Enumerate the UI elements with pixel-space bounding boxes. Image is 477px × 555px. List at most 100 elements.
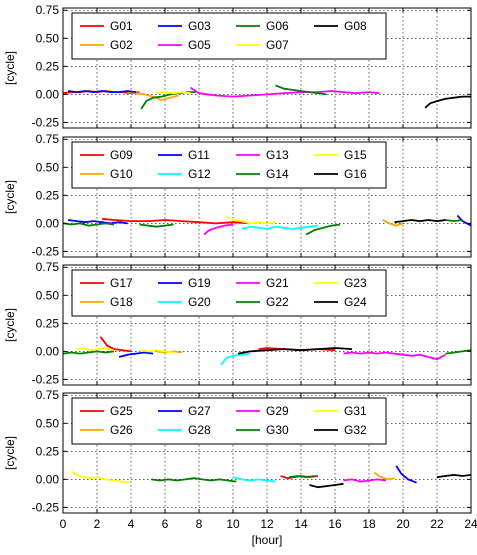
legend-label-g25: G25 bbox=[110, 404, 133, 418]
legend-label-g09: G09 bbox=[110, 148, 133, 162]
x-axis-label: [hour] bbox=[252, 533, 283, 547]
x-tick-label: 12 bbox=[260, 517, 274, 531]
y-tick-label: -0.25 bbox=[32, 244, 60, 258]
legend-box bbox=[71, 269, 387, 317]
series-line-g07 bbox=[156, 91, 191, 95]
series-line-g15 bbox=[225, 215, 276, 225]
series-line-g21 bbox=[343, 351, 446, 361]
y-tick-label: 0.75 bbox=[36, 132, 60, 146]
y-tick-label: -0.25 bbox=[32, 372, 60, 386]
x-tick-label: 14 bbox=[294, 517, 308, 531]
legend-label-g08: G08 bbox=[344, 19, 367, 33]
y-tick-label: 0.25 bbox=[36, 444, 60, 458]
x-tick-label: 8 bbox=[196, 517, 203, 531]
series-line-g24 bbox=[237, 347, 353, 355]
x-tick-label: 18 bbox=[362, 517, 376, 531]
series-line-g09 bbox=[102, 218, 251, 225]
legend-label-g14: G14 bbox=[266, 167, 289, 181]
legend-label-g01: G01 bbox=[110, 19, 133, 33]
legend-label-g13: G13 bbox=[266, 148, 289, 162]
series-line-g17 bbox=[99, 336, 336, 353]
x-tick-label: 4 bbox=[128, 517, 135, 531]
series-line-g27 bbox=[395, 465, 417, 484]
series-line-g31 bbox=[71, 470, 130, 484]
y-tick-label: 0.00 bbox=[36, 472, 60, 486]
legend-label-g28: G28 bbox=[188, 423, 211, 437]
panel-2: 0.75 0.50 0.25 0.00 -0.25 [cycle] G09 G10 G11 G12… bbox=[3, 132, 472, 258]
series-line-g28 bbox=[232, 476, 276, 483]
x-tick-label: 20 bbox=[396, 517, 410, 531]
y-tick-label: 0.75 bbox=[36, 388, 60, 402]
y-tick-label: 0.50 bbox=[36, 416, 60, 430]
legend-label-g17: G17 bbox=[110, 276, 133, 290]
x-tick-label: 24 bbox=[464, 517, 477, 531]
y-tick-label: 0.75 bbox=[36, 260, 60, 274]
legend: G25 G26 G27 G28 G29 G30 G31 G32 bbox=[71, 397, 387, 445]
y-tick-label: 0.75 bbox=[36, 3, 60, 17]
legend-label-g31: G31 bbox=[344, 404, 367, 418]
series-line-g05 bbox=[190, 86, 380, 98]
legend-label-g16: G16 bbox=[344, 167, 367, 181]
legend: G09 G10 G11 G12 G13 G14 G15 G16 bbox=[71, 141, 387, 189]
y-axis-label: [cycle] bbox=[3, 180, 17, 214]
series-line-g23 bbox=[76, 347, 174, 354]
legend-label-g12: G12 bbox=[188, 167, 211, 181]
y-tick-label: 0.50 bbox=[36, 160, 60, 174]
legend-label-g27: G27 bbox=[188, 404, 211, 418]
legend-label-g30: G30 bbox=[266, 423, 289, 437]
legend-label-g02: G02 bbox=[110, 38, 133, 52]
series-line-g22 bbox=[63, 349, 471, 355]
series-line-g12 bbox=[241, 224, 319, 230]
legend-label-g21: G21 bbox=[266, 276, 289, 290]
y-tick-label: 0.50 bbox=[36, 288, 60, 302]
y-axis-label: [cycle] bbox=[3, 308, 17, 342]
panel-1: 0.75 0.50 0.25 0.00 -0.25 [cycle] G01 G02 G03 G05… bbox=[3, 3, 472, 129]
series-line-g10 bbox=[382, 219, 404, 227]
y-tick-label: 0.25 bbox=[36, 59, 60, 73]
legend-label-g03: G03 bbox=[188, 19, 211, 33]
legend-label-g22: G22 bbox=[266, 295, 289, 309]
legend-label-g11: G11 bbox=[188, 148, 210, 162]
legend-label-g32: G32 bbox=[344, 423, 367, 437]
series-line-g11 bbox=[67, 214, 471, 227]
series-line-g20 bbox=[220, 352, 251, 366]
legend-box bbox=[71, 12, 387, 60]
y-tick-label: 0.00 bbox=[36, 344, 60, 358]
y-tick-label: 0.00 bbox=[36, 87, 60, 101]
x-tick-label: 22 bbox=[430, 517, 444, 531]
y-tick-label: 0.00 bbox=[36, 216, 60, 230]
legend-label-g18: G18 bbox=[110, 295, 133, 309]
legend-label-g29: G29 bbox=[266, 404, 289, 418]
legend-box bbox=[71, 141, 387, 189]
legend-box bbox=[71, 397, 387, 445]
legend-label-g23: G23 bbox=[344, 276, 367, 290]
y-tick-label: 0.50 bbox=[36, 31, 60, 45]
series-group bbox=[71, 465, 471, 489]
panel-4: 0.75 0.50 0.25 0.00 -0.25 [cycle] G25 G26 G27 G28… bbox=[3, 388, 477, 547]
series-line-g03 bbox=[67, 90, 137, 93]
y-axis-label: [cycle] bbox=[3, 51, 17, 85]
series-line-g26 bbox=[373, 471, 395, 481]
legend-label-g19: G19 bbox=[188, 276, 211, 290]
y-tick-label: 0.25 bbox=[36, 188, 60, 202]
x-tick-label: 0 bbox=[60, 517, 67, 531]
legend-label-g10: G10 bbox=[110, 167, 133, 181]
legend-label-g26: G26 bbox=[110, 423, 133, 437]
series-line-g14 bbox=[63, 219, 463, 236]
series-line-g08 bbox=[424, 95, 471, 109]
series-group bbox=[63, 84, 471, 110]
legend-label-g07: G07 bbox=[266, 38, 289, 52]
series-line-g32 bbox=[309, 474, 471, 489]
y-tick-label: -0.25 bbox=[32, 115, 60, 129]
series-line-g29 bbox=[343, 478, 387, 483]
legend: G17 G18 G19 G20 G21 G22 G23 G24 bbox=[71, 269, 387, 317]
series-line-g19 bbox=[118, 351, 154, 358]
legend-label-g15: G15 bbox=[344, 148, 367, 162]
y-axis-label: [cycle] bbox=[3, 436, 17, 470]
series-group bbox=[63, 336, 471, 366]
series-line-g02 bbox=[127, 91, 179, 101]
series-line-g13 bbox=[203, 223, 234, 236]
y-tick-label: 0.25 bbox=[36, 316, 60, 330]
legend-label-g20: G20 bbox=[188, 295, 211, 309]
